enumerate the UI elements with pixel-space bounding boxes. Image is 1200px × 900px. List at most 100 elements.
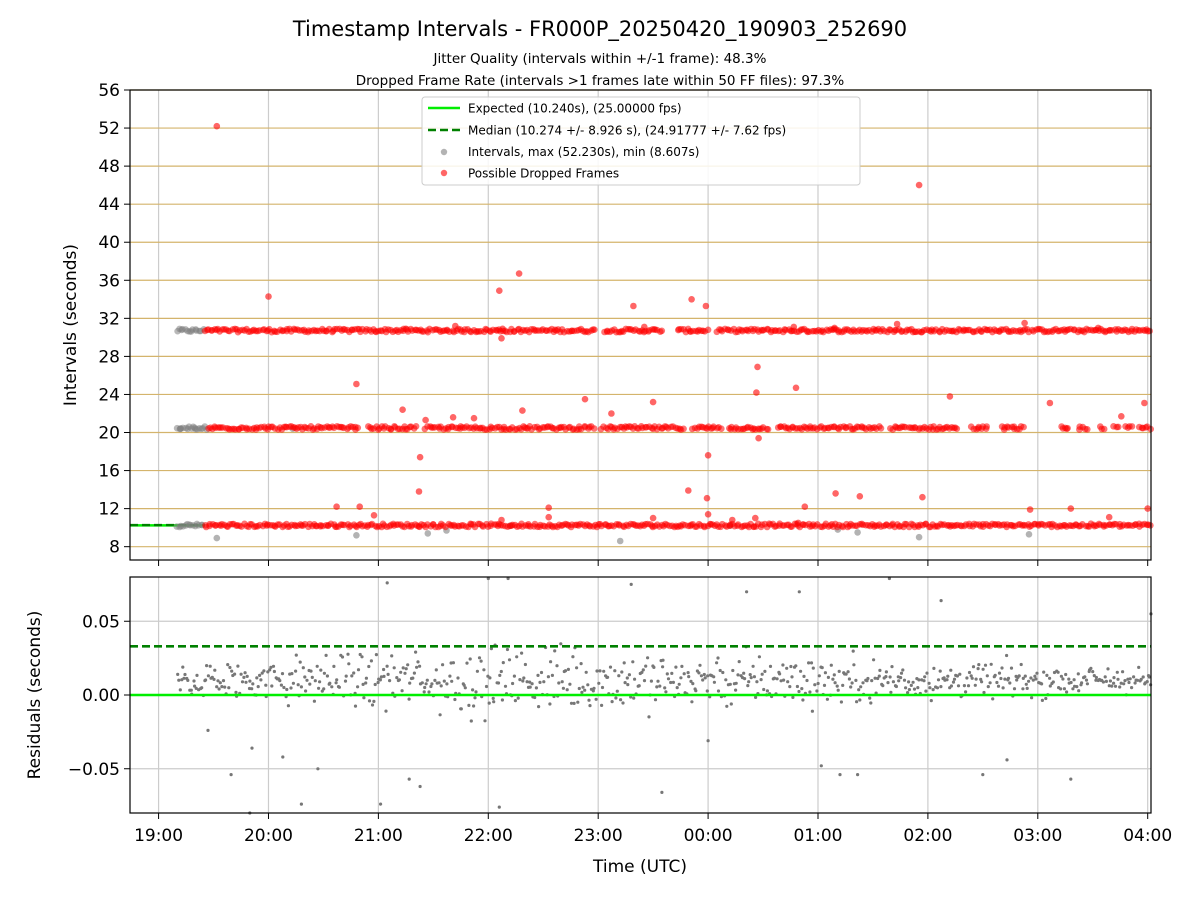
residual-point	[1034, 677, 1038, 681]
residual-point	[795, 684, 800, 689]
residual-point	[1048, 676, 1052, 680]
dropped-frame-point	[685, 487, 692, 494]
residual-point	[378, 678, 382, 682]
residual-point	[1077, 689, 1081, 693]
residual-point	[878, 668, 882, 673]
residual-point	[952, 677, 957, 681]
residual-point	[358, 652, 362, 657]
interval-point	[1025, 531, 1033, 538]
residual-point	[899, 676, 903, 680]
residual-point	[205, 664, 209, 668]
residual-point	[362, 696, 366, 700]
residual-point	[817, 674, 821, 678]
dropped-frame-point	[422, 416, 429, 424]
dropped-frame-point	[752, 514, 759, 522]
residual-point	[373, 682, 377, 687]
residual-point	[270, 684, 274, 688]
residual-point	[909, 683, 913, 688]
residual-point	[471, 688, 475, 692]
residual-point	[264, 683, 268, 687]
residual-point	[894, 684, 899, 689]
residual-point	[322, 671, 326, 675]
residual-point	[399, 670, 403, 674]
residual-point	[664, 690, 668, 694]
dropped-frame-point	[680, 425, 687, 433]
residual-point	[839, 700, 844, 704]
residual-point	[801, 698, 805, 702]
residual-point	[392, 666, 396, 670]
residual-point	[379, 675, 383, 679]
residual-point	[797, 689, 801, 694]
residual-point	[815, 689, 819, 693]
residual-point	[1085, 682, 1089, 686]
residual-point	[888, 675, 892, 679]
residual-point	[999, 676, 1003, 681]
residual-point	[521, 679, 525, 683]
residual-point	[221, 679, 226, 683]
residual-point	[610, 700, 614, 704]
legend-intervals-label: Intervals, max (52.230s), min (8.607s)	[468, 145, 699, 159]
residual-point	[569, 701, 574, 705]
residual-point	[661, 665, 665, 669]
residual-point	[216, 679, 220, 683]
interval-point	[353, 532, 360, 539]
interval-point	[191, 424, 199, 432]
residual-point	[560, 680, 564, 684]
residual-point	[298, 660, 302, 664]
residual-point	[1145, 680, 1149, 684]
residual-point	[931, 688, 935, 692]
residual-point	[459, 707, 463, 711]
residual-point	[439, 684, 443, 688]
residual-point	[641, 668, 645, 672]
residual-point	[248, 679, 252, 683]
dropped-frame-point	[703, 494, 711, 502]
residual-point	[255, 676, 259, 680]
residual-point	[488, 676, 492, 680]
residual-point	[743, 677, 747, 681]
residual-point	[1112, 681, 1116, 685]
residual-point	[217, 687, 221, 691]
residual-point	[699, 674, 704, 678]
dropped-frame-point	[641, 323, 648, 331]
residual-point	[1040, 698, 1044, 703]
dropped-frame-point	[688, 296, 695, 303]
residual-point	[669, 680, 673, 685]
residual-point	[715, 661, 719, 665]
residual-point	[404, 667, 408, 671]
residual-point	[411, 676, 415, 680]
residual-point	[1108, 679, 1112, 683]
residual-point	[971, 665, 976, 669]
chart-subtitle-jitter: Jitter Quality (intervals within +/-1 fr…	[433, 51, 767, 67]
residual-point	[653, 698, 658, 702]
residual-point	[538, 680, 542, 685]
residual-point	[250, 687, 254, 691]
residual-point	[849, 685, 853, 689]
residual-point	[956, 684, 961, 688]
interval-point	[213, 534, 221, 542]
residual-point	[308, 682, 312, 686]
residual-point	[712, 680, 717, 684]
dropped-frame-point	[729, 516, 736, 524]
residual-point	[629, 582, 633, 587]
chart-subtitle-dropped: Dropped Frame Rate (intervals >1 frames …	[356, 73, 845, 89]
residual-point	[762, 687, 766, 692]
bottom-y-axis-label: Residuals (seconds)	[25, 611, 45, 780]
residual-point	[309, 669, 313, 673]
residual-point	[997, 671, 1002, 675]
residual-point	[528, 680, 532, 684]
legend: Expected (10.240s), (25.00000 fps) Media…	[421, 96, 861, 186]
residual-point	[313, 679, 317, 683]
residual-point	[703, 676, 707, 680]
residual-point	[370, 703, 375, 707]
residual-point	[1035, 671, 1039, 675]
residual-point	[499, 669, 503, 674]
residual-point	[973, 683, 977, 687]
residual-point	[680, 664, 684, 669]
residual-point	[788, 685, 792, 689]
residual-point	[731, 668, 735, 673]
residual-point	[588, 704, 592, 708]
residual-point	[347, 662, 351, 666]
residual-point	[226, 663, 230, 667]
dropped-frame-point	[630, 302, 637, 310]
residual-point	[498, 673, 502, 678]
